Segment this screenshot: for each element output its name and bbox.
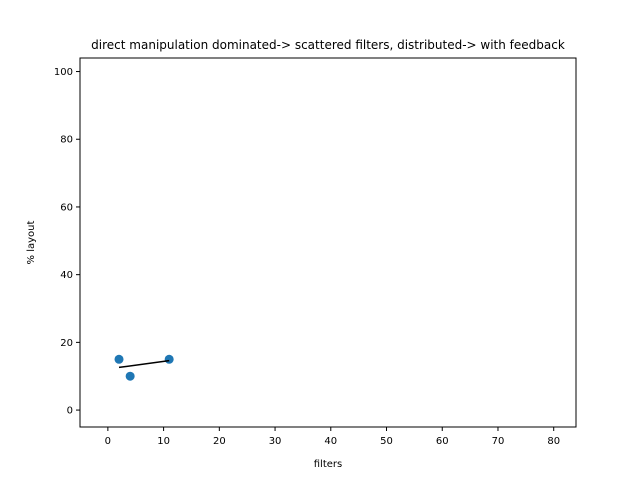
x-tick-label: 70	[492, 436, 505, 447]
y-tick-label: 20	[60, 338, 73, 349]
y-axis-ticks: 0 20 40 60 80 100	[54, 67, 80, 417]
x-axis-label: filters	[314, 459, 342, 470]
x-tick-label: 40	[324, 436, 337, 447]
y-axis-label: % layout	[26, 220, 37, 264]
x-tick-label: 80	[547, 436, 560, 447]
x-tick-label: 30	[269, 436, 282, 447]
x-tick-label: 0	[105, 436, 111, 447]
y-tick-label: 40	[60, 270, 73, 281]
scatter-point	[164, 354, 174, 364]
x-tick-label: 10	[157, 436, 170, 447]
scatter-point	[114, 354, 124, 364]
y-tick-label: 80	[60, 135, 73, 146]
x-tick-label: 20	[213, 436, 226, 447]
plot-frame	[79, 57, 577, 428]
y-tick-label: 100	[54, 67, 73, 78]
y-tick-label: 60	[60, 202, 73, 213]
scatter-point	[125, 371, 135, 381]
x-axis-ticks: 0 10 20 30 40 50 60 70 80	[105, 427, 560, 447]
x-tick-label: 60	[436, 436, 449, 447]
x-tick-label: 50	[380, 436, 393, 447]
trend-line	[118, 359, 170, 369]
chart-title: direct manipulation dominated-> scattere…	[91, 38, 565, 52]
plot-marks	[114, 354, 174, 381]
y-tick-label: 0	[67, 406, 73, 417]
